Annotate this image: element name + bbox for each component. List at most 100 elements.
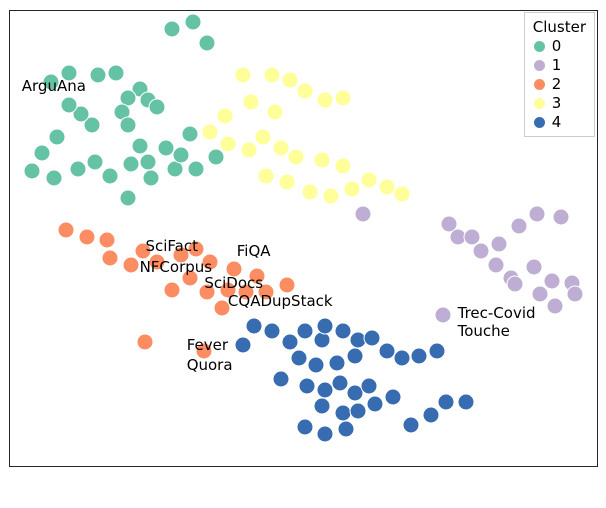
point-label: SciFact <box>145 237 198 255</box>
scatter-point <box>255 128 272 145</box>
legend-item: 1 <box>533 56 586 74</box>
legend-swatch-icon <box>533 78 546 91</box>
scatter-point <box>552 208 569 225</box>
scatter-point <box>402 416 419 433</box>
figure-caption <box>4 488 606 508</box>
scatter-point <box>140 153 157 170</box>
legend-item: 4 <box>533 113 586 131</box>
scatter-point <box>108 64 125 81</box>
legend-swatch-icon <box>533 59 546 72</box>
point-label: Quora <box>187 356 233 374</box>
scatter-point <box>314 151 331 168</box>
scatter-point <box>437 393 454 410</box>
scatter-point <box>69 160 86 177</box>
scatter-point <box>328 354 345 371</box>
scatter-point <box>119 117 136 134</box>
scatter-point <box>296 418 313 435</box>
legend-label: 0 <box>552 37 562 55</box>
scatter-point <box>90 66 107 83</box>
scatter-point <box>49 128 66 145</box>
scatter-point <box>317 318 334 335</box>
scatter-point <box>429 343 446 360</box>
scatter-point <box>473 242 490 259</box>
scatter-point <box>314 398 331 415</box>
legend-swatch-icon <box>533 40 546 53</box>
point-label: Trec-Covid <box>458 304 536 322</box>
scatter-axes: ArguAnaSciFactFiQANFCorpusSciDocsCQADupS… <box>9 10 598 467</box>
scatter-point <box>172 146 189 163</box>
scatter-point <box>296 82 313 99</box>
scatter-point <box>143 169 160 186</box>
scatter-point <box>278 277 295 294</box>
scatter-point <box>546 297 563 314</box>
scatter-point <box>34 144 51 161</box>
scatter-point <box>317 425 334 442</box>
scatter-point <box>278 174 295 191</box>
legend-item: 0 <box>533 37 586 55</box>
legend-item: 3 <box>533 94 586 112</box>
scatter-point <box>308 357 325 374</box>
scatter-point <box>122 256 139 273</box>
legend-items: 01234 <box>533 37 586 131</box>
point-label: Touche <box>458 322 510 340</box>
scatter-point <box>290 350 307 367</box>
legend-item: 2 <box>533 75 586 93</box>
scatter-point <box>102 249 119 266</box>
scatter-point <box>137 334 154 351</box>
scatter-point <box>393 185 410 202</box>
scatter-point <box>302 183 319 200</box>
scatter-point <box>529 206 546 223</box>
scatter-point <box>246 318 263 335</box>
legend-label: 2 <box>552 75 562 93</box>
scatter-point <box>296 322 313 339</box>
figure-root: ArguAnaSciFactFiQANFCorpusSciDocsCQADupS… <box>0 0 606 508</box>
scatter-point <box>337 421 354 438</box>
scatter-point <box>346 348 363 365</box>
scatter-point <box>46 169 63 186</box>
scatter-point <box>240 142 257 159</box>
scatter-point <box>149 98 166 115</box>
scatter-point <box>202 124 219 141</box>
scatter-point <box>355 206 372 223</box>
scatter-point <box>281 71 298 88</box>
legend: Cluster 01234 <box>524 12 595 137</box>
scatter-point <box>334 89 351 106</box>
scatter-point <box>367 396 384 413</box>
scatter-point <box>490 236 507 253</box>
scatter-point <box>361 172 378 189</box>
scatter-point <box>526 258 543 275</box>
scatter-point <box>264 322 281 339</box>
scatter-point <box>219 135 236 152</box>
scatter-point <box>507 276 524 293</box>
scatter-point <box>567 286 584 303</box>
scatter-point <box>163 21 180 38</box>
scatter-point <box>243 94 260 111</box>
scatter-point <box>187 160 204 177</box>
scatter-point <box>543 272 560 289</box>
legend-swatch-icon <box>533 97 546 110</box>
scatter-point <box>349 402 366 419</box>
scatter-point <box>199 34 216 51</box>
scatter-point <box>208 149 225 166</box>
scatter-point <box>78 229 95 246</box>
scatter-point <box>264 66 281 83</box>
scatter-point <box>317 92 334 109</box>
scatter-point <box>60 96 77 113</box>
scatter-point <box>216 108 233 125</box>
scatter-point <box>234 66 251 83</box>
legend-label: 3 <box>552 94 562 112</box>
point-label: Fever <box>187 336 228 354</box>
scatter-point <box>267 103 284 120</box>
scatter-point <box>24 162 41 179</box>
scatter-point <box>281 334 298 351</box>
scatter-point <box>57 222 74 239</box>
scatter-point <box>343 181 360 198</box>
scatter-point <box>119 190 136 207</box>
scatter-point <box>272 370 289 387</box>
scatter-point <box>184 14 201 31</box>
scatter-point <box>361 377 378 394</box>
scatter-point <box>181 126 198 143</box>
scatter-point <box>163 281 180 298</box>
scatter-point <box>131 137 148 154</box>
point-label: SciDocs <box>204 274 263 292</box>
